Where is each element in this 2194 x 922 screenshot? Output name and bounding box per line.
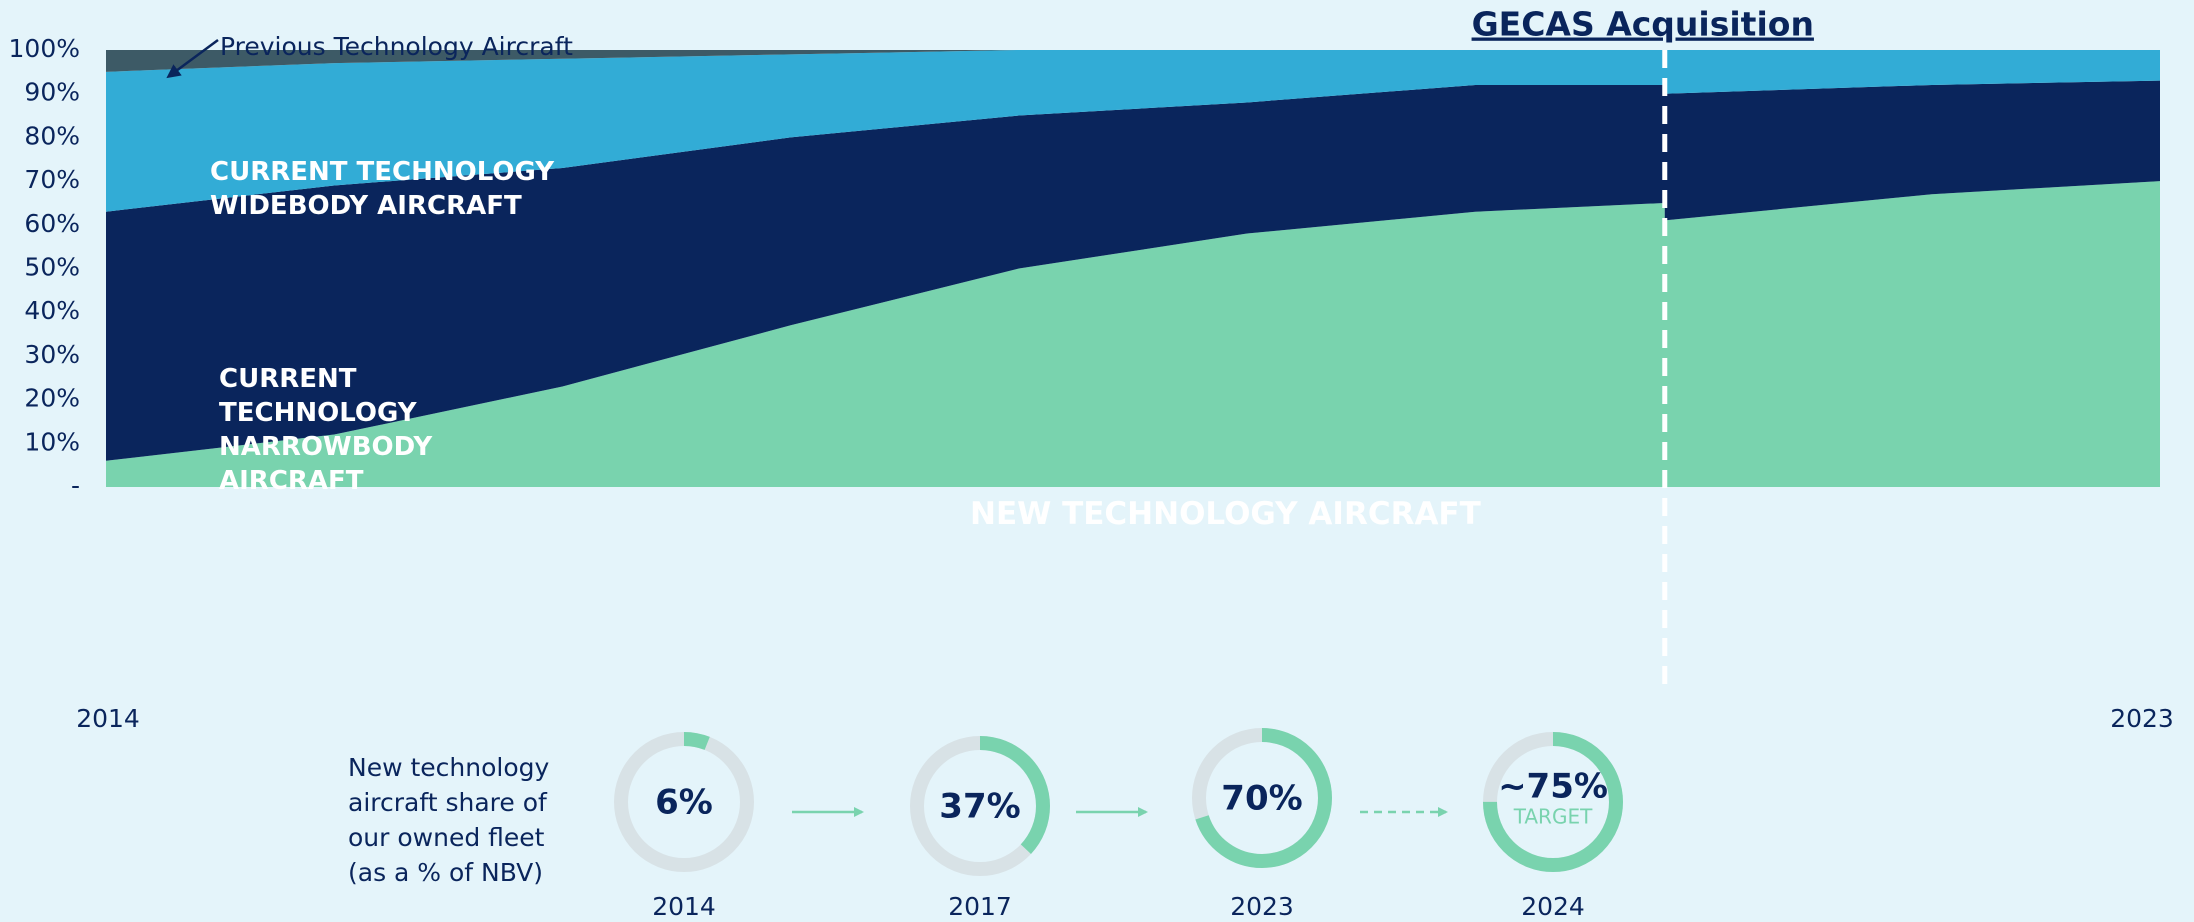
donut-category: 2023 bbox=[1230, 892, 1294, 921]
y-tick-label: 70% bbox=[24, 165, 80, 194]
y-tick-label: 20% bbox=[24, 384, 80, 413]
donut-category: 2014 bbox=[652, 892, 716, 921]
donut-arc bbox=[1192, 728, 1332, 868]
donut-arc bbox=[614, 732, 754, 872]
y-tick-label: 100% bbox=[9, 34, 80, 63]
y-tick-label: 10% bbox=[24, 427, 80, 456]
area bbox=[106, 50, 2160, 212]
donut-value-label: ~75% bbox=[1498, 767, 1608, 807]
y-tick-label: - bbox=[71, 471, 80, 500]
y-tick-label: 40% bbox=[24, 296, 80, 325]
pointer-arrow bbox=[166, 38, 219, 79]
area-label: NEW TECHNOLOGY AIRCRAFT bbox=[970, 496, 1481, 532]
donut-category: 2017 bbox=[948, 892, 1012, 921]
donut-arc bbox=[1483, 732, 1623, 872]
event-label: GECAS Acquisition bbox=[1472, 5, 1814, 44]
donut-value-label: 70% bbox=[1221, 779, 1302, 819]
y-tick-label: 30% bbox=[24, 340, 80, 369]
donut-annotation: TARGET bbox=[1513, 805, 1593, 829]
donut-value-label: 37% bbox=[939, 787, 1020, 827]
area bbox=[106, 80, 2160, 461]
donut-value-label: 6% bbox=[655, 783, 713, 823]
area-label: Previous Technology Aircraft bbox=[220, 32, 573, 61]
donut-category: 2024 bbox=[1521, 892, 1585, 921]
y-tick-label: 50% bbox=[24, 253, 80, 282]
x-tick-label: 2023 bbox=[2110, 704, 2174, 733]
donut-caption: New technology aircraft share of our own… bbox=[348, 753, 550, 887]
area-label: CURRENT TECHNOLOGY NARROWBODY AIRCRAFT bbox=[219, 364, 433, 496]
plot-area bbox=[106, 50, 2160, 487]
x-tick-label: 2014 bbox=[76, 704, 140, 733]
area bbox=[106, 50, 2160, 72]
y-tick-label: 60% bbox=[24, 209, 80, 238]
area bbox=[106, 181, 2160, 487]
y-tick-label: 80% bbox=[24, 121, 80, 150]
area-label: CURRENT TECHNOLOGY WIDEBODY AIRCRAFT bbox=[210, 157, 555, 221]
donut-arc bbox=[910, 736, 1050, 876]
y-tick-label: 90% bbox=[24, 78, 80, 107]
